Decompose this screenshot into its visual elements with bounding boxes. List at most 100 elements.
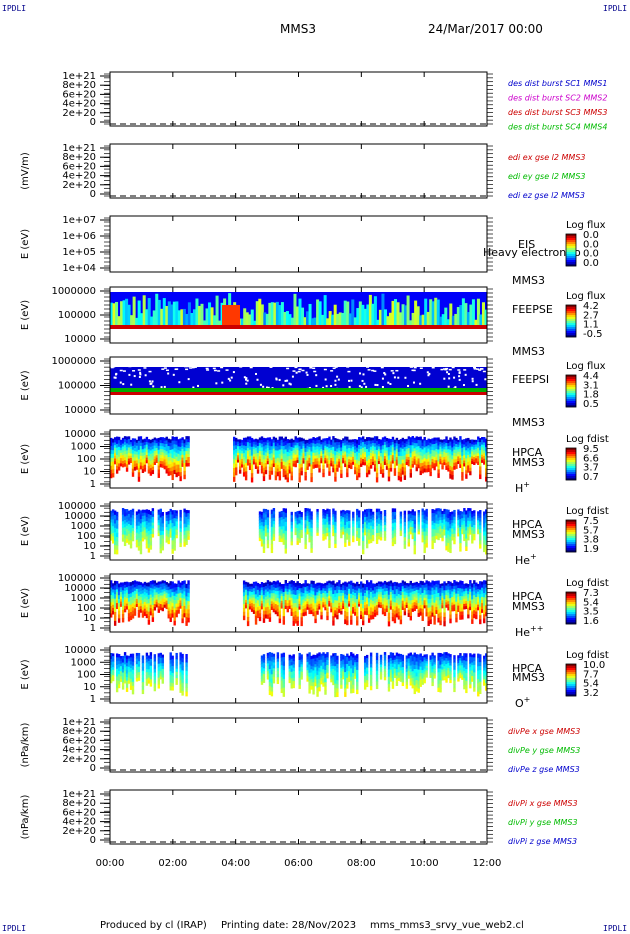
spectrogram-cell: [262, 602, 266, 608]
spectrogram-cell: [290, 442, 293, 448]
spectrogram-cell: [399, 528, 403, 532]
spectrogram-cell: [369, 525, 373, 530]
spacecraft-label: MMS3: [512, 528, 545, 541]
spectrogram-cell: [151, 580, 155, 585]
spectrogram-cell: [115, 447, 119, 452]
spectrogram-cell: [113, 620, 117, 626]
spectrogram-cell: [179, 459, 182, 465]
spectrogram-cell: [143, 612, 147, 616]
spectrogram-cell: [393, 443, 397, 448]
spectrogram-cell: [431, 532, 434, 538]
spectrogram-cell: [483, 442, 486, 446]
corner-label-bottom-left: IPDLI: [2, 924, 27, 933]
spectrogram-cell: [304, 604, 307, 609]
spectrogram-cell: [233, 467, 236, 473]
spectrogram-cell: [159, 595, 162, 599]
spectrogram-cell: [375, 539, 379, 544]
spectrogram-cell: [411, 512, 414, 516]
spectrogram-cell: [429, 461, 432, 466]
spectrogram-cell: [280, 600, 284, 604]
spectrogram-cell: [389, 600, 393, 604]
spectrogram-cell: [340, 466, 343, 471]
spectrogram-cell: [413, 443, 416, 447]
spectrogram-cell: [133, 583, 137, 588]
spectrogram-cell: [185, 460, 188, 464]
spectrogram-cell: [288, 442, 291, 447]
colorbar-segment: [566, 377, 576, 380]
spectrogram-cell: [306, 598, 309, 603]
spectrogram-cell: [117, 436, 121, 441]
spectrogram-cell: [358, 583, 361, 587]
spectrogram-cell: [304, 532, 307, 537]
spectrogram-cell: [405, 449, 409, 453]
spectrogram-cell: [348, 456, 351, 460]
spectrogram-cell: [163, 583, 166, 587]
spectrogram-cell: [477, 522, 480, 526]
spectrogram-cell: [358, 472, 361, 478]
spectrogram-cell: [401, 597, 405, 602]
spectrogram-speckle: [301, 369, 305, 372]
spectrogram-cell: [318, 450, 321, 455]
spectrogram-cell: [358, 440, 361, 446]
spectrogram-cell: [110, 516, 113, 521]
spectrogram-cell: [435, 454, 438, 458]
spectrogram-cell: [278, 618, 282, 624]
spectrogram-cell: [465, 466, 468, 471]
spectrogram-cell: [296, 585, 299, 591]
spectrogram-cell: [137, 513, 141, 519]
spectrogram-cell: [272, 590, 276, 594]
spectrogram-column: [336, 313, 340, 325]
spectrogram-cell: [348, 445, 351, 449]
spectrogram-cell: [457, 442, 460, 446]
spectrogram-cell: [280, 449, 284, 453]
spectrogram-cell: [244, 467, 248, 472]
spectrogram-cell: [318, 582, 321, 586]
spectrogram-cell: [437, 511, 440, 515]
spectrogram-cell: [113, 540, 117, 546]
spectrogram-cell: [264, 610, 268, 615]
spectrogram-cell: [153, 598, 157, 602]
spectrogram-cell: [425, 462, 428, 466]
spectrogram-speckle: [294, 366, 298, 369]
spectrogram-cell: [342, 438, 345, 442]
spectrogram-cell: [459, 527, 462, 532]
spectrogram-cell: [453, 465, 456, 470]
spectrogram-cell: [240, 448, 244, 452]
spectrogram-cell: [254, 453, 258, 458]
spectrogram-cell: [165, 451, 168, 456]
spectrogram-cell: [447, 455, 450, 460]
spectrogram-cell: [431, 453, 434, 457]
spectrogram-cell: [260, 603, 264, 607]
spectrogram-cell: [437, 514, 440, 519]
spectrogram-cell: [439, 523, 442, 527]
spectrogram-cell: [290, 608, 293, 613]
spectrogram-cell: [165, 517, 168, 522]
spectrogram-cell: [471, 520, 474, 525]
spectrogram-cell: [308, 525, 311, 530]
spectrogram-cell: [481, 459, 484, 463]
spectrogram-cell: [266, 536, 270, 541]
spectrogram-cell: [371, 529, 375, 533]
spectrogram-cell: [363, 532, 367, 536]
spectrogram-cell: [284, 539, 287, 545]
spectrogram-cell: [143, 595, 147, 600]
spectrogram-cell: [479, 458, 482, 463]
spectrogram-cell: [115, 541, 119, 546]
spectrogram-cell: [397, 597, 401, 602]
spectrogram-cell: [110, 461, 113, 467]
spectrogram-cell: [431, 544, 434, 550]
spectrogram-cell: [266, 458, 270, 462]
colorbar-segment: [566, 323, 576, 326]
spectrogram-cell: [441, 525, 444, 530]
spectrogram-cell: [131, 472, 135, 477]
spectrogram-cell: [123, 439, 127, 443]
spectrogram-cell: [399, 455, 403, 461]
spectrogram-cell: [110, 437, 113, 443]
spectrogram-cell: [316, 443, 319, 447]
spectrogram-cell: [272, 448, 276, 453]
spectrogram-cell: [113, 437, 117, 441]
spectrogram-cell: [233, 436, 236, 442]
spectrogram-cell: [161, 601, 164, 606]
spectrogram-column: [190, 312, 194, 325]
spectrogram-cell: [417, 439, 420, 444]
